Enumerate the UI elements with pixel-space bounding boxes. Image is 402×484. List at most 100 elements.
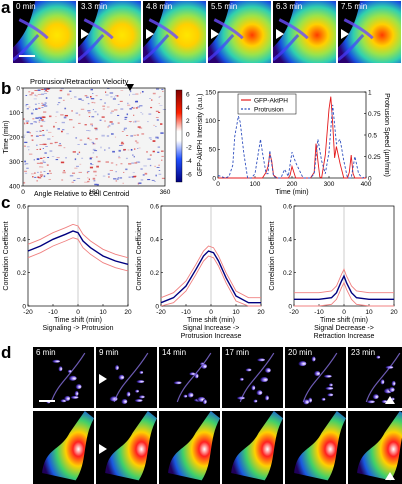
y2tick-label: 0.5 xyxy=(368,132,377,139)
series-line-upper xyxy=(294,268,394,294)
panel-a-time-label: 7.5 min xyxy=(341,2,368,11)
panel-d-top-time-label: 20 min xyxy=(288,348,313,357)
kymograph-ytick-label: 400 xyxy=(9,184,20,191)
arrowhead-icon xyxy=(384,472,395,480)
arrowhead-icon xyxy=(276,28,284,39)
panel-d-bottom-frame xyxy=(222,411,283,484)
panel-d-top-frame: 6 min xyxy=(33,347,94,408)
series-line-lower xyxy=(294,281,394,307)
kymograph-ytick-label: 200 xyxy=(9,135,20,142)
series-line-protrusion xyxy=(217,104,367,179)
panel-b-letter: b xyxy=(1,79,12,98)
ytick-label: 0.6 xyxy=(150,203,159,210)
panel-d-top-time-label: 23 min xyxy=(351,348,376,357)
kymograph-ylabel: Time (min) xyxy=(3,120,10,153)
arrowhead-icon xyxy=(211,28,219,39)
x-axis-sublabel: Signaling -> Protrusion xyxy=(42,325,113,332)
colorbar-tick-label: 0 xyxy=(186,131,190,138)
x-axis-label: Time shift (min) xyxy=(54,317,102,324)
xtick-label: 10 xyxy=(365,309,373,316)
panel-d-top-frame: 17 min xyxy=(222,347,283,408)
kymograph-xlabel-text: Angle Relative to Cell Centroid xyxy=(34,191,130,198)
xtick-label: 20 xyxy=(257,309,265,316)
xtick-label: 0 xyxy=(216,181,220,188)
legend-label: GFP-AktPH xyxy=(254,97,288,104)
ytick-label: 0 xyxy=(212,175,216,182)
panel-a-time-label: 0 min xyxy=(16,2,36,11)
xtick-label: 20 xyxy=(124,309,132,316)
panel-d-bottom-frame xyxy=(159,411,220,484)
ytick-label: 0.2 xyxy=(17,270,26,277)
kymograph-xtick-label: 180 xyxy=(89,189,100,196)
panel-a-time-label: 4.8 min xyxy=(146,2,173,11)
kymograph-marker-icon xyxy=(126,84,134,91)
xtick-label: 0 xyxy=(209,309,213,316)
colorbar-tick-label: -4 xyxy=(186,158,192,165)
arrowhead-icon xyxy=(81,28,89,39)
series-line-mean xyxy=(160,250,261,304)
arrowhead-icon xyxy=(99,374,107,385)
xtick-label: -20 xyxy=(156,309,166,316)
xtick-label: 200 xyxy=(287,181,298,188)
panel-a-frame: 4.8 min xyxy=(143,1,206,63)
x-axis-sublabel: Retraction Increase xyxy=(314,333,375,338)
ytick-label: 0.2 xyxy=(283,270,292,277)
correlation-chart-3: -20 -10 0 10 20 0 0.2 0.4 0.6 Time shift (min)Sig… xyxy=(269,203,398,338)
kymograph-ytick-label: 0 xyxy=(16,86,20,93)
panel-d-top-frame: 20 min xyxy=(285,347,346,408)
ytick-label: 0.6 xyxy=(283,203,292,210)
x-axis-sublabel: Signal Decrease -> xyxy=(314,325,374,332)
y2tick-label: 0.75 xyxy=(368,111,381,118)
panel-a-frame: 7.5 min xyxy=(338,1,401,63)
panel-a-frame: 3.3 min xyxy=(78,1,141,63)
panel-c-letter: c xyxy=(1,193,11,212)
correlation-chart-1: -20 -10 0 10 20 0 0.2 0.4 0.6 Time shift (min)Sig… xyxy=(3,203,132,332)
scale-bar xyxy=(19,55,35,57)
ytick-label: 0.2 xyxy=(150,270,159,277)
panel-d-top-time-label: 6 min xyxy=(36,348,56,357)
panel-d-top-frame: 14 min xyxy=(159,347,220,408)
xtick-label: -10 xyxy=(181,309,191,316)
panel-a-frame: 0 min xyxy=(13,1,76,63)
y-axis-label: Correlation Coefficient xyxy=(136,221,143,290)
ytick-label: 0 xyxy=(288,303,292,310)
series-line-mean xyxy=(27,230,129,265)
y2tick-label: 0 xyxy=(368,175,372,182)
panel-d-bottom-frame xyxy=(33,411,94,484)
xtick-label: 10 xyxy=(99,309,107,316)
y2tick-label: 1 xyxy=(368,89,372,96)
ytick-label: 0.4 xyxy=(283,237,292,244)
xtick-label: 400 xyxy=(361,181,372,188)
colorbar-tick-label: 2 xyxy=(186,118,190,125)
kymograph-panel: 0 100 200 300 400 0 180 360 Time (min) 6 4 2 0 -2 -… xyxy=(3,84,192,196)
series-line-upper xyxy=(27,223,129,259)
arrowhead-icon xyxy=(341,28,349,39)
panel-d-top-frame: 9 min xyxy=(96,347,157,408)
arrowhead-icon xyxy=(384,396,395,404)
panel-a-letter: a xyxy=(1,0,11,17)
xtick-label: 0 xyxy=(76,309,80,316)
x-axis-sublabel: Signal Increase -> xyxy=(183,325,240,332)
x-axis-sublabel: Protrusion Increase xyxy=(181,333,242,338)
panel-d-top-time-label: 14 min xyxy=(162,348,187,357)
series-line-upper xyxy=(160,245,261,299)
legend-label: Protrusion xyxy=(254,106,284,113)
xtick-label: -20 xyxy=(289,309,299,316)
xtick-label: 100 xyxy=(250,181,261,188)
kymograph-title: Protrusion/Retraction Velocity xyxy=(30,77,129,86)
xtick-label: 300 xyxy=(324,181,335,188)
ytick-label: 0.4 xyxy=(17,237,26,244)
ytick-label: 50 xyxy=(209,147,217,154)
x-axis-label: Time shift (min) xyxy=(187,317,235,324)
ytick-label: 0 xyxy=(155,303,159,310)
scale-bar xyxy=(39,400,55,402)
panel-d-top-time-label: 17 min xyxy=(225,348,250,357)
colorbar-tick-label: -6 xyxy=(186,171,192,178)
ytick-label: 0.4 xyxy=(150,237,159,244)
xtick-label: -20 xyxy=(23,309,33,316)
series-line-lower xyxy=(160,255,261,307)
series-line-lower xyxy=(27,237,129,272)
arrowhead-icon xyxy=(146,28,154,39)
panel-d-letter: d xyxy=(1,343,12,362)
panel-a-frame: 6.3 min xyxy=(273,1,336,63)
